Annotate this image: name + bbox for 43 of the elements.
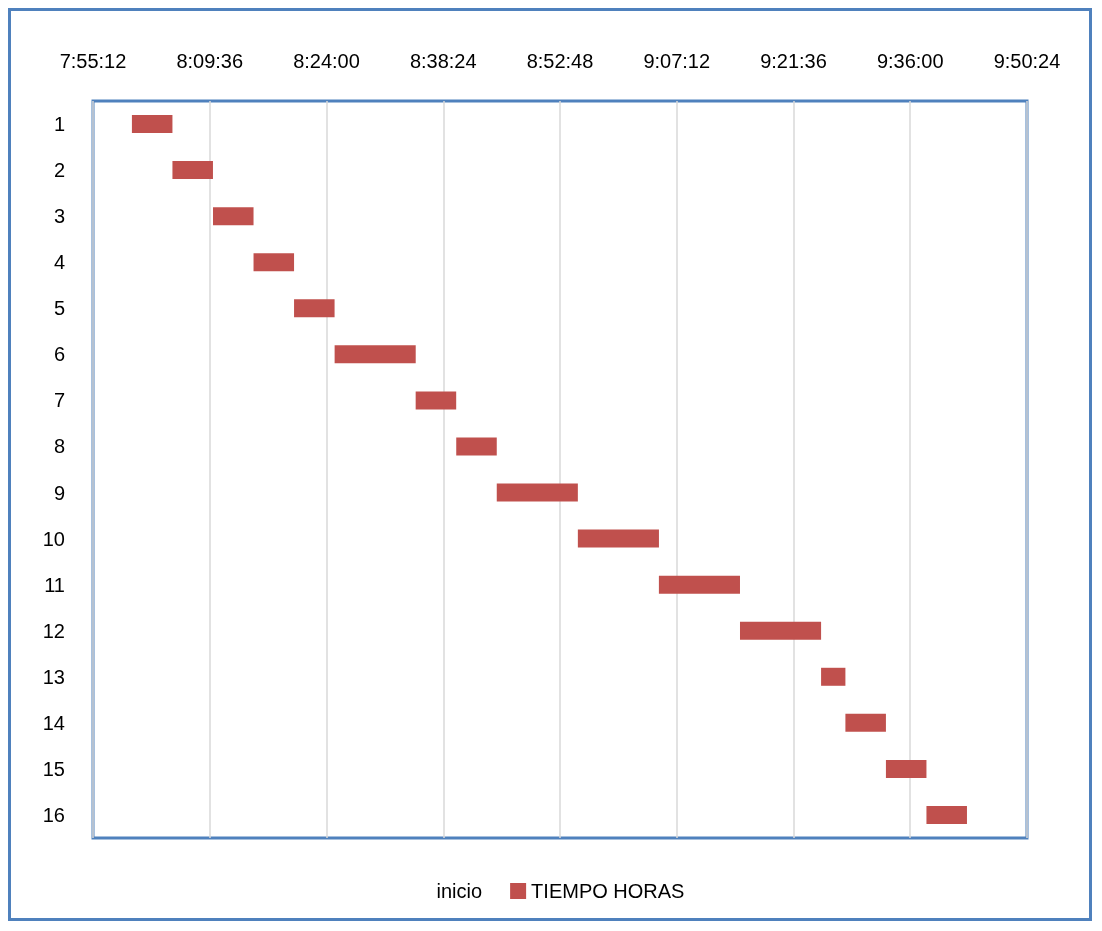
x-tick-label: 9:07:12 (643, 50, 711, 72)
y-tick-label: 3 (53, 205, 65, 228)
x-tick-label: 9:21:36 (760, 50, 827, 72)
bar (131, 115, 173, 134)
legend-title: inicio (436, 880, 483, 902)
bar (456, 437, 497, 456)
y-tick-label: 1 (53, 113, 65, 136)
legend-label: TIEMPO HORAS (531, 880, 685, 902)
bar (885, 759, 927, 778)
bar (253, 253, 295, 272)
bar (294, 299, 335, 318)
y-tick-label: 2 (53, 159, 65, 182)
y-tick-label: 14 (42, 711, 65, 734)
y-tick-label: 5 (53, 297, 65, 320)
y-tick-label: 13 (42, 665, 65, 688)
y-tick-label: 11 (44, 573, 65, 596)
y-tick-label: 6 (53, 343, 65, 366)
y-tick-label: 15 (42, 757, 65, 780)
y-tick-label: 12 (42, 619, 65, 642)
x-tick-label: 8:38:24 (409, 50, 477, 72)
x-tick-label: 9:50:24 (993, 50, 1061, 72)
bar (213, 207, 254, 226)
bar (415, 391, 457, 410)
bar (845, 713, 886, 732)
x-tick-label: 9:36:00 (876, 50, 944, 72)
bar (658, 575, 740, 594)
bar (172, 161, 213, 180)
bar (926, 805, 967, 824)
bar (496, 483, 578, 502)
y-tick-label: 7 (53, 389, 65, 412)
x-tick-label: 8:24:00 (293, 50, 360, 72)
bar (821, 667, 846, 686)
bar (739, 621, 822, 640)
y-tick-label: 16 (42, 803, 65, 826)
bar (334, 345, 416, 364)
y-tick-label: 4 (53, 251, 65, 274)
y-tick-label: 10 (42, 527, 65, 550)
bar (577, 529, 659, 548)
y-tick-label: 9 (53, 481, 65, 504)
x-tick-label: 8:09:36 (176, 50, 244, 72)
y-tick-label: 8 (53, 435, 65, 458)
x-tick-label: 7:55:12 (59, 50, 127, 72)
x-tick-label: 8:52:48 (526, 50, 594, 72)
